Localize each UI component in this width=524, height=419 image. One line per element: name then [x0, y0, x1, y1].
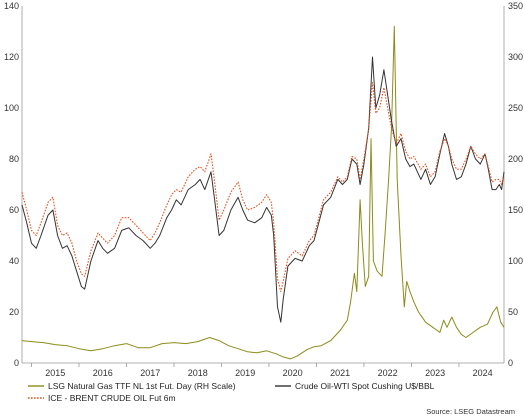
right-tick-label: 350 — [508, 1, 523, 11]
right-tick-label: 250 — [508, 103, 523, 113]
right-tick-label: 300 — [508, 52, 523, 62]
right-tick-label: 150 — [508, 205, 523, 215]
left-y-axis: 0 20 40 60 80 100 120 140 — [4, 1, 19, 368]
right-tick-label: 0 — [508, 358, 513, 368]
legend-label: Crude Oil-WTI Spot Cushing U$/BBL — [295, 381, 435, 391]
x-tick-label: 2022 — [378, 368, 398, 378]
x-tick-label: 2018 — [188, 368, 208, 378]
legend: LSG Natural Gas TTF NL 1st Fut. Day (RH … — [28, 381, 435, 403]
series-line-2 — [21, 56, 505, 323]
source-note: Source: LSEG Datastream — [426, 407, 515, 416]
series-line-3 — [21, 81, 505, 293]
x-tick-label: 2017 — [140, 368, 160, 378]
left-tick-label: 0 — [14, 358, 19, 368]
left-tick-label: 80 — [9, 154, 19, 164]
legend-label: ICE - BRENT CRUDE OIL Fut 6m — [48, 393, 176, 403]
x-tick-label: 2023 — [425, 368, 445, 378]
x-tick-label: 2021 — [330, 368, 350, 378]
left-tick-label: 120 — [4, 52, 19, 62]
x-tick-label: 2020 — [283, 368, 303, 378]
right-tick-label: 100 — [508, 256, 523, 266]
legend-label: LSG Natural Gas TTF NL 1st Fut. Day (RH … — [48, 381, 236, 391]
series-layer — [21, 25, 505, 360]
left-tick-label: 100 — [4, 103, 19, 113]
x-tick-label: 2016 — [93, 368, 113, 378]
right-tick-label: 50 — [508, 307, 518, 317]
x-tick-label: 2019 — [235, 368, 255, 378]
right-y-axis: 0 50 100 150 200 250 300 350 — [508, 1, 523, 368]
x-tick-label: 2024 — [473, 368, 493, 378]
left-tick-label: 40 — [9, 256, 19, 266]
left-tick-label: 20 — [9, 307, 19, 317]
series-line-1 — [21, 25, 505, 360]
x-tick-label: 2015 — [45, 368, 65, 378]
left-tick-label: 60 — [9, 205, 19, 215]
x-axis: 2015 2016 2017 2018 2019 2020 2021 2022 2023 2024 — [31, 363, 493, 378]
right-tick-label: 200 — [508, 154, 523, 164]
left-tick-label: 140 — [4, 1, 19, 11]
plot-frame — [21, 6, 505, 364]
